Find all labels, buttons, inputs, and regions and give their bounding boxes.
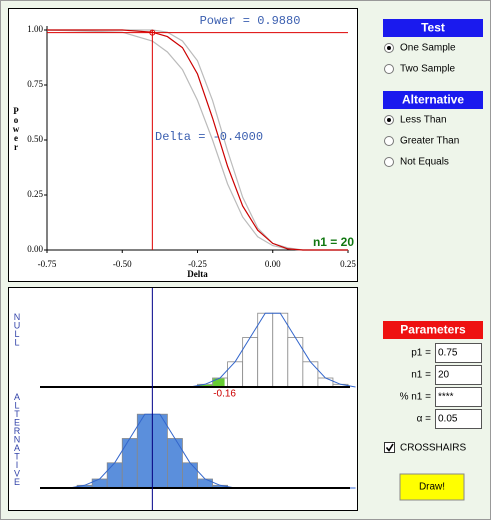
histogram-bar [257, 312, 274, 388]
field-label: p1 = [411, 348, 431, 359]
y-tick-label: 0.50 [27, 134, 43, 144]
radio-dot [387, 118, 391, 122]
field-label: α = [417, 414, 432, 425]
histogram-bar [287, 337, 304, 388]
rejection-region [198, 384, 213, 387]
field-value[interactable]: 20 [438, 370, 450, 381]
section-header [383, 321, 483, 339]
histogram-bar [151, 413, 168, 489]
checkbox-label[interactable]: CROSSHAIRS [400, 443, 466, 454]
text-field[interactable] [435, 365, 482, 385]
radio-button[interactable] [384, 157, 394, 167]
histogram-bar [166, 438, 183, 489]
y-tick-label: 0.00 [27, 244, 43, 254]
section-title: Parameters [400, 323, 466, 337]
histogram-bar [197, 478, 213, 489]
delta-annotation: Delta = -0.4000 [155, 130, 263, 144]
y-tick-label: 0.75 [27, 79, 43, 89]
power-annotation: Power = 0.9880 [200, 14, 301, 28]
histogram-bar [106, 462, 123, 489]
section-title: Test [421, 21, 445, 35]
histogram-bar [136, 413, 153, 489]
x-tick-label: 0.00 [265, 259, 281, 269]
y-tick-label: 0.25 [27, 189, 43, 199]
radio-dot [387, 46, 391, 50]
radio-label[interactable]: One Sample [400, 43, 456, 54]
radio-label[interactable]: Not Equals [400, 157, 449, 168]
y-tick-label: 1.00 [27, 24, 43, 34]
text-field[interactable] [435, 387, 482, 407]
histogram-bar [317, 377, 334, 388]
x-axis-label: Delta [187, 269, 208, 279]
critical-value-label: -0.16 [213, 389, 236, 400]
rejection-region [213, 378, 225, 387]
radio-label[interactable]: Greater Than [400, 136, 459, 147]
histogram-bar [242, 337, 259, 388]
histogram-bar [91, 478, 108, 489]
field-value[interactable]: 0.05 [438, 414, 458, 425]
power-curve [47, 29, 348, 251]
radio-label[interactable]: Two Sample [400, 64, 455, 75]
crosshair-point [149, 29, 156, 36]
field-label: n1 = [411, 370, 431, 381]
field-value[interactable]: **** [438, 392, 454, 403]
checkmark [385, 443, 394, 452]
draw-button-label[interactable]: Draw! [419, 482, 445, 493]
x-tick-label: 0.25 [340, 259, 356, 269]
x-tick-label: -0.25 [188, 259, 207, 269]
field-value[interactable]: 0.75 [438, 348, 458, 359]
section-header [383, 91, 483, 109]
field-label: % n1 = [400, 392, 432, 403]
histogram-bar [182, 462, 198, 489]
draw-button[interactable] [399, 473, 465, 501]
power-panel [8, 8, 358, 282]
radio-button[interactable] [384, 64, 394, 74]
radio-button[interactable] [384, 136, 394, 146]
x-tick-label: -0.50 [113, 259, 132, 269]
histogram-bar [302, 361, 319, 388]
text-field[interactable] [435, 409, 482, 429]
histogram-bar [121, 438, 138, 489]
text-field[interactable] [435, 343, 482, 363]
histogram-bar [227, 361, 244, 388]
distribution-panel [8, 287, 358, 511]
n-annotation: n1 = 20 [313, 235, 354, 249]
x-tick-label: -0.75 [38, 259, 57, 269]
histogram-bar [272, 312, 289, 388]
section-header [383, 19, 483, 37]
checkbox[interactable] [384, 442, 395, 453]
radio-label[interactable]: Less Than [400, 115, 447, 126]
section-title: Alternative [402, 93, 464, 107]
